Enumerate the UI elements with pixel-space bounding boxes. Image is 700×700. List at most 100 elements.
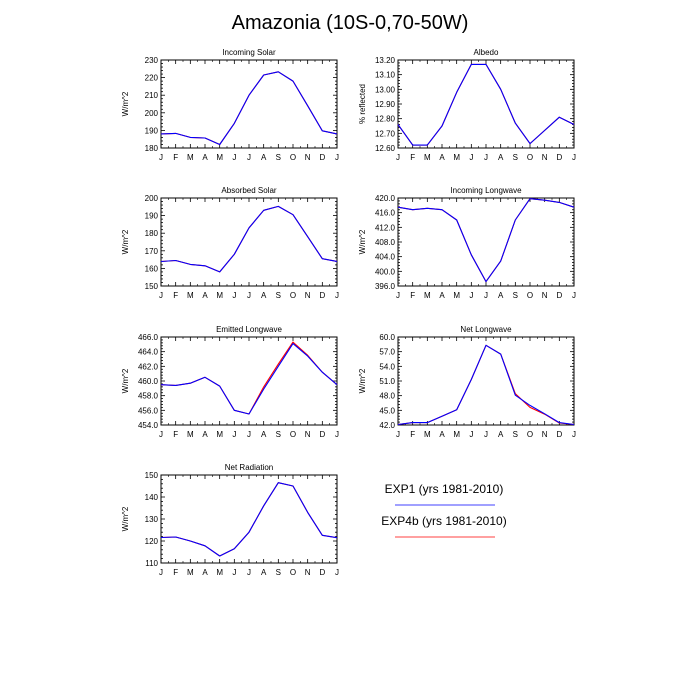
x-tick-label: J: [572, 291, 576, 300]
x-tick-label: J: [247, 568, 251, 577]
x-tick-label: J: [484, 291, 488, 300]
x-tick-label: J: [396, 291, 400, 300]
x-tick-label: J: [335, 153, 339, 162]
plot-frame: [160, 474, 338, 564]
y-tick-label: 396.0: [375, 282, 396, 291]
x-tick-label: J: [484, 153, 488, 162]
y-tick-label: 51.0: [379, 377, 395, 386]
x-tick-label: A: [261, 568, 267, 577]
y-axis-label: % reflected: [358, 84, 367, 124]
x-tick-label: A: [202, 291, 208, 300]
x-tick-label: A: [202, 153, 208, 162]
chart-panel-2: Albedo % reflected 12.60 12.70 12.80 12.90 13.…: [358, 48, 576, 162]
chart-panel-6: Net Longwave W/m^2 42.0 45.0 48.0 51.0 54.0 57.…: [358, 325, 576, 439]
y-tick-label: 170: [145, 247, 159, 256]
x-tick-label: M: [424, 430, 431, 439]
y-tick-label: 190: [145, 126, 159, 135]
panel-title: Incoming Longwave: [450, 186, 522, 195]
y-tick-label: 12.60: [375, 144, 396, 153]
x-tick-label: S: [513, 153, 518, 162]
y-tick-label: 140: [145, 493, 159, 502]
x-tick-label: J: [469, 291, 473, 300]
x-tick-label: A: [439, 430, 445, 439]
legend-label-exp4b: EXP4b (yrs 1981-2010): [381, 514, 507, 528]
legend-label-exp1: EXP1 (yrs 1981-2010): [384, 482, 504, 496]
x-tick-label: J: [232, 430, 236, 439]
x-tick-label: M: [216, 291, 223, 300]
x-tick-label: D: [556, 430, 562, 439]
x-tick-label: J: [232, 291, 236, 300]
series-line-exp1: [397, 63, 575, 146]
series-line-exp4b: [397, 344, 575, 426]
x-tick-label: F: [410, 430, 415, 439]
y-tick-label: 42.0: [379, 421, 395, 430]
x-tick-label: M: [216, 430, 223, 439]
y-tick-label: 150: [145, 282, 159, 291]
x-tick-label: J: [247, 430, 251, 439]
panel-title: Albedo: [474, 48, 499, 57]
y-tick-label: 200: [145, 194, 159, 203]
x-tick-label: M: [453, 291, 460, 300]
y-tick-label: 150: [145, 471, 159, 480]
y-tick-label: 12.70: [375, 129, 396, 138]
x-tick-label: N: [542, 291, 548, 300]
x-tick-label: J: [232, 153, 236, 162]
x-tick-label: J: [232, 568, 236, 577]
x-tick-label: J: [572, 430, 576, 439]
x-tick-label: F: [173, 291, 178, 300]
y-tick-label: 464.0: [138, 348, 159, 357]
x-tick-label: J: [247, 153, 251, 162]
y-axis-label: W/m^2: [358, 368, 367, 393]
x-tick-label: M: [453, 430, 460, 439]
y-tick-label: 416.0: [375, 209, 396, 218]
series-line-exp4b: [160, 205, 338, 273]
x-tick-label: D: [319, 430, 325, 439]
x-tick-label: M: [187, 291, 194, 300]
y-tick-label: 120: [145, 537, 159, 546]
y-tick-label: 460.0: [138, 377, 159, 386]
x-tick-label: S: [276, 291, 281, 300]
y-tick-label: 160: [145, 264, 159, 273]
y-tick-label: 454.0: [138, 421, 159, 430]
x-tick-label: N: [542, 430, 548, 439]
x-tick-label: D: [319, 291, 325, 300]
x-tick-label: N: [305, 430, 311, 439]
x-tick-label: O: [527, 291, 533, 300]
legend: [395, 504, 495, 538]
x-tick-label: N: [305, 568, 311, 577]
y-tick-label: 400.0: [375, 267, 396, 276]
series-line-exp1: [160, 71, 338, 146]
series-line-exp4b: [160, 341, 338, 415]
x-tick-label: J: [484, 430, 488, 439]
y-tick-label: 60.0: [379, 333, 395, 342]
y-tick-label: 180: [145, 229, 159, 238]
series-line-exp4b: [160, 482, 338, 557]
y-tick-label: 12.90: [375, 100, 396, 109]
y-tick-label: 462.0: [138, 362, 159, 371]
x-tick-label: S: [513, 291, 518, 300]
panel-title: Emitted Longwave: [216, 325, 282, 334]
y-tick-label: 230: [145, 56, 159, 65]
x-tick-label: O: [290, 430, 296, 439]
x-tick-label: M: [424, 153, 431, 162]
series-line-exp1: [160, 343, 338, 415]
y-tick-label: 110: [145, 559, 158, 568]
x-tick-label: D: [319, 568, 325, 577]
y-tick-label: 180: [145, 144, 159, 153]
panel-title: Absorbed Solar: [221, 186, 276, 195]
x-tick-label: A: [202, 430, 208, 439]
x-tick-label: D: [556, 153, 562, 162]
x-tick-label: A: [439, 153, 445, 162]
y-axis-label: W/m^2: [121, 506, 130, 531]
series-line-exp1: [160, 482, 338, 557]
x-tick-label: S: [276, 153, 281, 162]
panel-title: Net Longwave: [460, 325, 512, 334]
chart-panel-4: Incoming Longwave W/m^2 396.0 400.0 404.0 408…: [358, 186, 576, 300]
y-tick-label: 456.0: [138, 406, 159, 415]
y-tick-label: 45.0: [379, 406, 395, 415]
